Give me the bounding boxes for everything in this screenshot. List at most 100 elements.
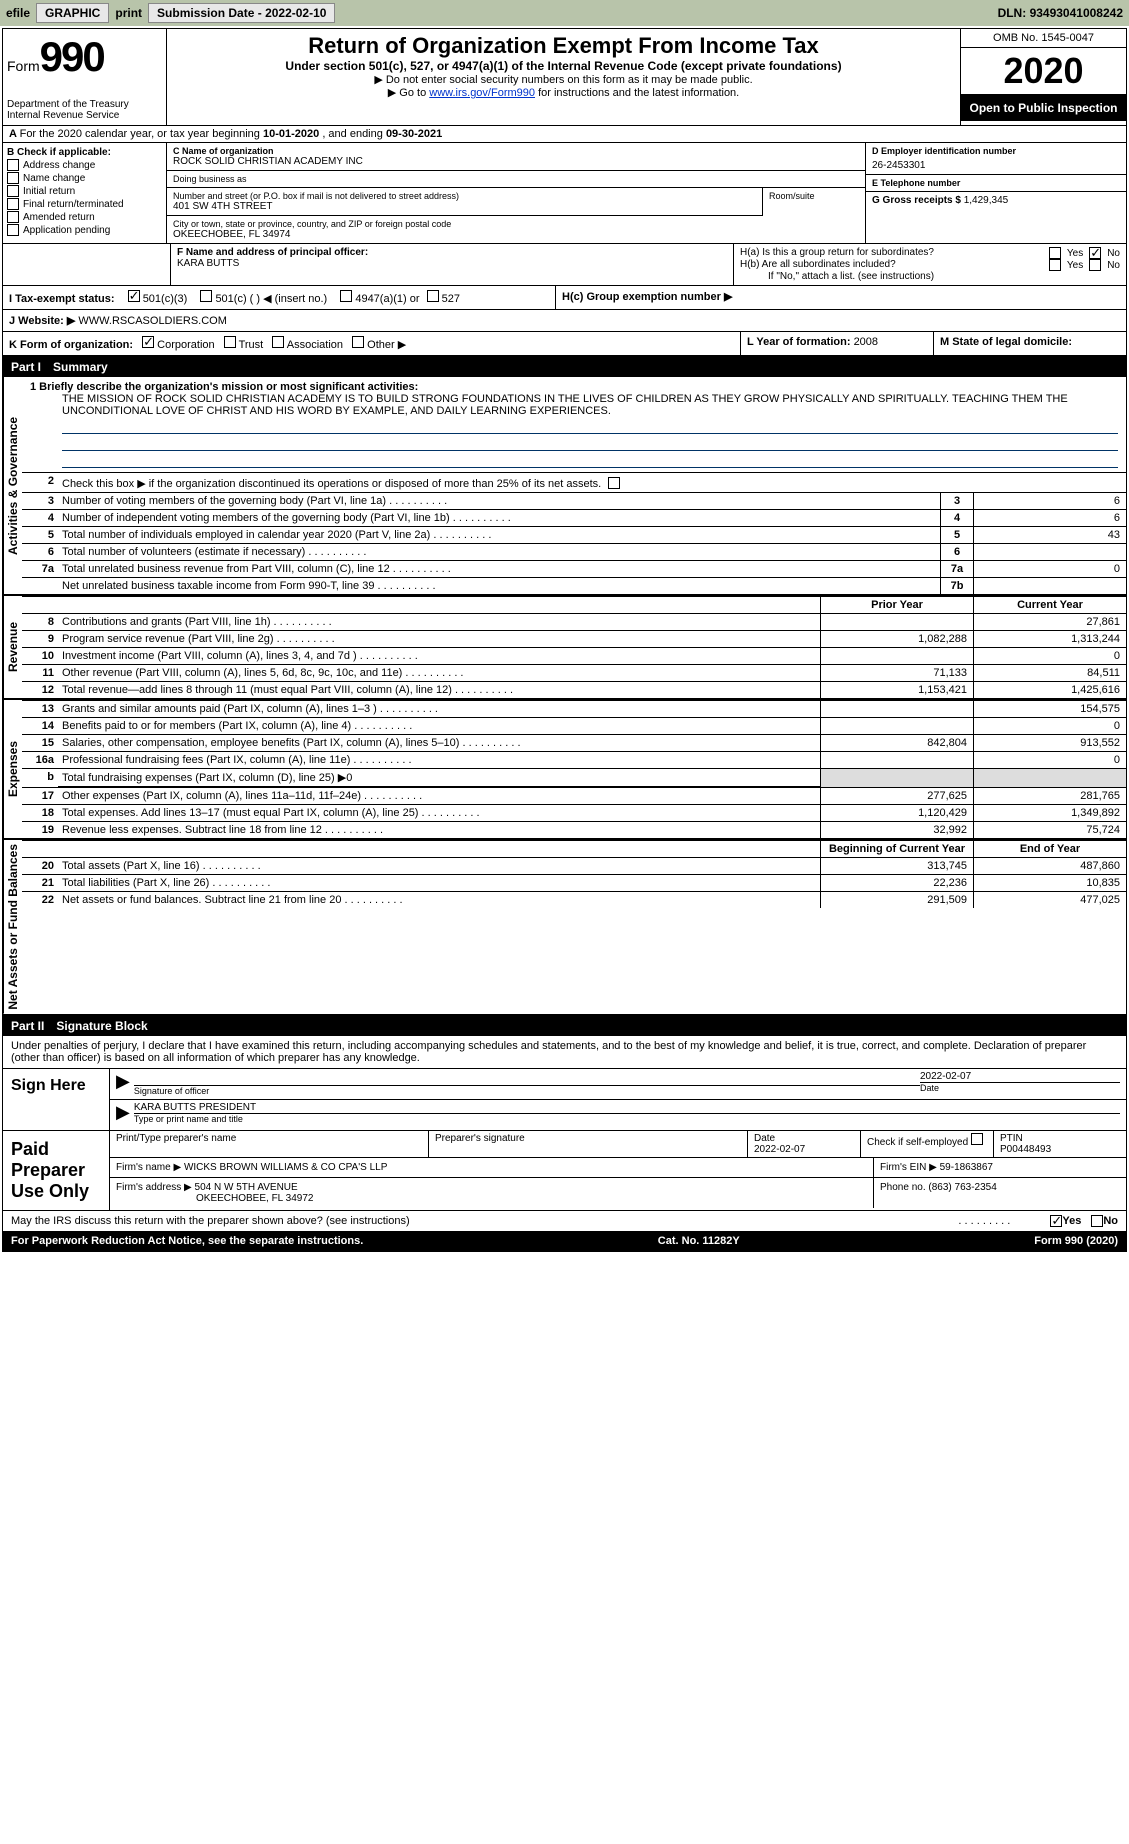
revenue-header-row: Prior Year Current Year [22,596,1126,613]
net-row-21: 21Total liabilities (Part X, line 26)22,… [22,874,1126,891]
city-cell: City or town, state or province, country… [167,216,865,243]
rev-row-11: 11Other revenue (Part VIII, column (A), … [22,664,1126,681]
form-number: 990 [40,33,104,80]
paid-preparer-label: Paid Preparer Use Only [3,1131,109,1210]
col-prior: 1,120,429 [820,805,973,821]
net-row-22: 22Net assets or fund balances. Subtract … [22,891,1126,908]
col-curr: 154,575 [973,701,1126,717]
year-form-value: 2008 [854,336,878,348]
line-desc: Total expenses. Add lines 13–17 (must eq… [58,805,820,821]
col-curr: 84,511 [973,665,1126,681]
chk-application-pending[interactable]: Application pending [7,224,162,236]
hb-no-check[interactable] [1089,259,1101,271]
addr-label: Number and street (or P.O. box if mail i… [173,191,756,201]
gov-row-4: 4Number of independent voting members of… [22,509,1126,526]
city-value: OKEECHOBEE, FL 34974 [173,229,859,240]
ein-cell: D Employer identification number 26-2453… [866,143,1126,175]
chk-address-change[interactable]: Address change [7,159,162,171]
line-desc: Investment income (Part VIII, column (A)… [58,648,820,664]
col-prior: 313,745 [820,858,973,874]
line2-desc: Check this box ▶ if the organization dis… [58,473,1126,492]
part1-label: Part I [11,360,41,374]
graphic-button[interactable]: GRAPHIC [36,3,109,23]
line-boxnum: 4 [940,510,973,526]
exp-row-13: 13Grants and similar amounts paid (Part … [22,700,1126,717]
year-form-label: L Year of formation: [747,336,854,348]
ha-no-check[interactable] [1089,247,1101,259]
officer-name: KARA BUTTS [177,258,727,269]
hb-yes-check[interactable] [1049,259,1061,271]
sidelabel-netassets: Net Assets or Fund Balances [3,840,22,1014]
chk-trust[interactable] [224,336,236,348]
gross-cell: G Gross receipts $ 1,429,345 [866,192,1126,209]
col-curr: 477,025 [973,892,1126,908]
box-h-cell: H(a) Is this a group return for subordin… [734,244,1126,285]
cat-no: Cat. No. 11282Y [658,1235,740,1247]
dln-box: DLN: 93493041008242 [998,6,1123,20]
goto-pre: Go to [399,87,429,99]
omb-number: OMB No. 1545-0047 [961,29,1126,48]
end-year-header: End of Year [973,841,1126,857]
chk-corp[interactable] [142,336,154,348]
form-subtitle-2: Do not enter social security numbers on … [171,73,956,86]
line-desc: Salaries, other compensation, employee b… [58,735,820,751]
top-bar: efile GRAPHIC print Submission Date - 20… [0,0,1129,26]
gross-value: 1,429,345 [964,195,1009,206]
chk-amended-return[interactable]: Amended return [7,211,162,223]
col-curr: 1,313,244 [973,631,1126,647]
chk-other[interactable] [352,336,364,348]
print-button[interactable]: print [115,6,142,20]
taxstatus-label: I Tax-exempt status: [9,293,115,305]
chk-initial-return[interactable]: Initial return [7,185,162,197]
chk-name-change[interactable]: Name change [7,172,162,184]
form990-link[interactable]: www.irs.gov/Form990 [429,87,535,99]
discuss-yes-check[interactable] [1050,1215,1062,1227]
officer-sig-line: ▶ Signature of officer 2022-02-07Date [110,1069,1126,1100]
chk-discontinued[interactable] [608,477,620,489]
form-page: Form990 Department of the Treasury Inter… [2,28,1127,1252]
chk-501c[interactable] [200,290,212,302]
col-prior: 22,236 [820,875,973,891]
line-boxnum: 7a [940,561,973,577]
chk-527[interactable] [427,290,439,302]
col-curr: 913,552 [973,735,1126,751]
line-desc: Total fundraising expenses (Part IX, col… [58,769,820,787]
chk-assoc[interactable] [272,336,284,348]
hc-cell: H(c) Group exemption number ▶ [556,286,1126,309]
line-num: 5 [22,527,58,543]
chk-final-return[interactable]: Final return/terminated [7,198,162,210]
exp-row-19: 19Revenue less expenses. Subtract line 1… [22,821,1126,838]
ein-value: 26-2453301 [872,160,1120,171]
gov-row-7a: 7aTotal unrelated business revenue from … [22,560,1126,577]
chk-4947[interactable] [340,290,352,302]
website-row: J Website: ▶ WWW.RSCASOLDIERS.COM [3,310,1126,332]
box-de-col: D Employer identification number 26-2453… [865,143,1126,243]
ha-yes-check[interactable] [1049,247,1061,259]
sig-arrow-icon-2: ▶ [116,1102,130,1128]
tax-year-begin: 10-01-2020 [263,128,319,140]
part2-title: Signature Block [56,1019,147,1033]
sign-here-label: Sign Here [3,1069,109,1130]
firm-phone: (863) 763-2354 [928,1182,996,1193]
col-curr: 281,765 [973,788,1126,804]
form-title-cell: Return of Organization Exempt From Incom… [167,29,960,125]
discuss-no-check[interactable] [1091,1215,1103,1227]
org-name-cell: C Name of organization ROCK SOLID CHRIST… [167,143,865,171]
gov-row-7b: Net unrelated business taxable income fr… [22,577,1126,594]
line-num: 21 [22,875,58,891]
col-prior [820,701,973,717]
hb-note: If "No," attach a list. (see instruction… [740,271,1120,282]
sidelabel-expenses: Expenses [3,700,22,838]
org-name-label: C Name of organization [173,146,274,156]
chk-501c3[interactable] [128,290,140,302]
tax-year-end: 09-30-2021 [386,128,442,140]
gov-row-3: 3Number of voting members of the governi… [22,492,1126,509]
col-prior [820,769,973,787]
line-num: 19 [22,822,58,838]
efile-label: efile [6,6,30,20]
col-prior [820,752,973,768]
line1-label: 1 Briefly describe the organization's mi… [30,381,418,393]
org-name: ROCK SOLID CHRISTIAN ACADEMY INC [173,156,859,167]
chk-self-employed[interactable] [971,1133,983,1145]
line-boxnum: 3 [940,493,973,509]
